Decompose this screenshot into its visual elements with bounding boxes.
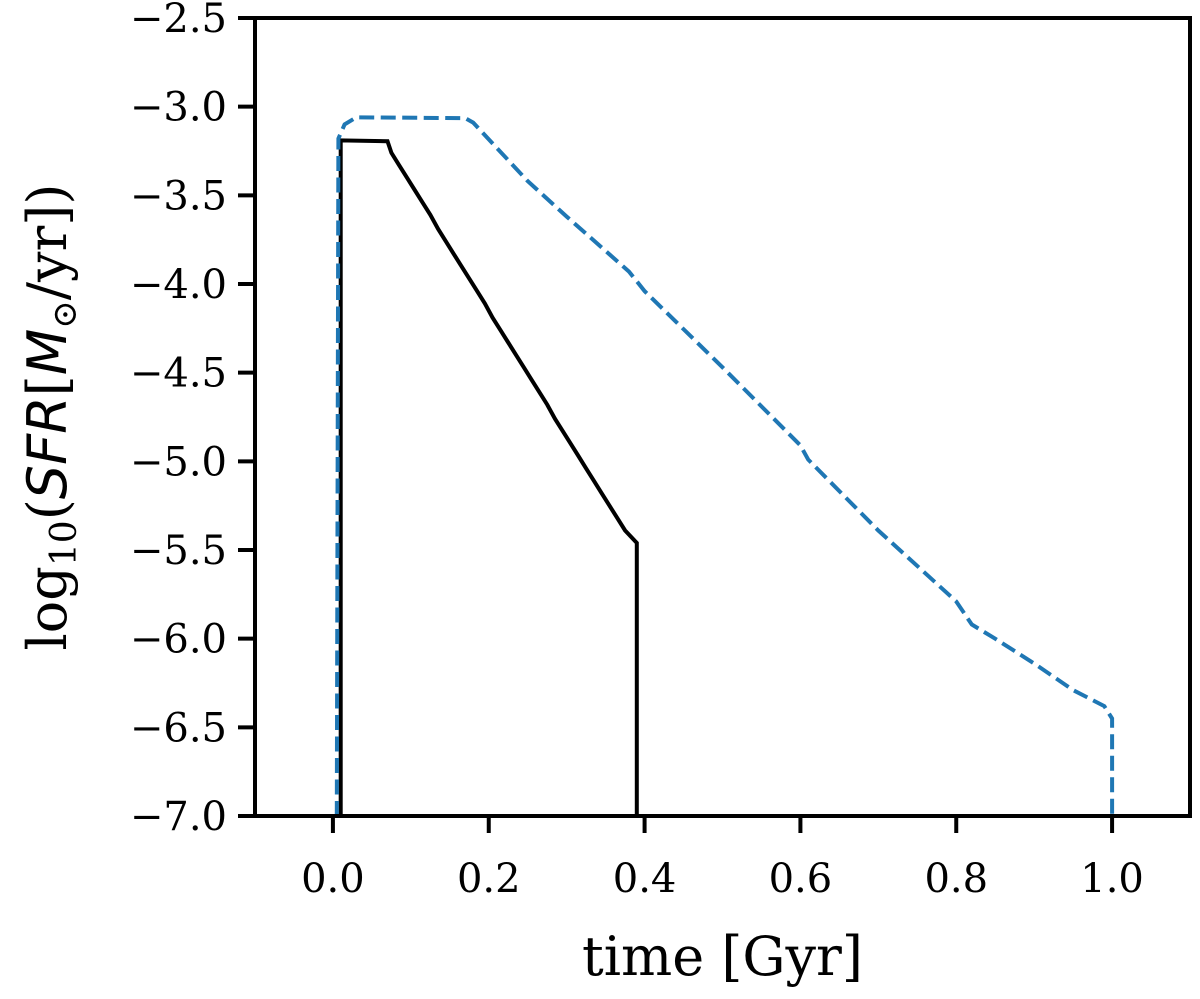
series-line-step bbox=[338, 138, 639, 816]
y-axis-label-unit-rest: /yr bbox=[16, 225, 79, 300]
y-tick-label: −3.5 bbox=[130, 173, 227, 219]
x-tick-label: 0.2 bbox=[457, 856, 521, 902]
y-axis-label-bracket-close: ] bbox=[16, 205, 79, 226]
x-tick-label: 0.8 bbox=[924, 856, 988, 902]
plot-frame bbox=[253, 16, 1192, 818]
y-tick-label: −6.5 bbox=[130, 705, 227, 751]
x-tick-label: 0.4 bbox=[613, 856, 677, 902]
y-axis-label-quantity: SFR bbox=[16, 396, 79, 499]
y-axis-label-close: ) bbox=[16, 184, 79, 205]
y-axis-label-open: ( bbox=[16, 499, 79, 520]
series-layer bbox=[334, 115, 1115, 817]
x-axis-label: time [Gyr] bbox=[582, 925, 863, 988]
y-axis-label-mass: M bbox=[16, 329, 79, 376]
y-tick-label: −6.0 bbox=[130, 617, 227, 663]
y-tick-label: −5.5 bbox=[130, 528, 227, 574]
y-tick-label: −7.0 bbox=[130, 794, 227, 840]
y-tick-label: −4.0 bbox=[130, 262, 227, 308]
y-axis-label-subscript: 10 bbox=[44, 520, 85, 566]
y-axis-label: log10(SFR[M⊙/yr]) bbox=[16, 184, 85, 651]
y-tick-label: −4.5 bbox=[130, 351, 227, 397]
x-tick-label: 1.0 bbox=[1080, 856, 1144, 902]
y-tick-label: −3.0 bbox=[130, 85, 227, 131]
ticks-layer: 0.0 0.2 0.4 0.6 0.8 1.0 −7.0 −6.5 −6.0 −5.5 −5.0 −4… bbox=[130, 0, 1144, 902]
series-line-dashed bbox=[334, 115, 1115, 817]
y-tick-label: −2.5 bbox=[130, 0, 227, 42]
y-tick-label: −5.0 bbox=[130, 439, 227, 485]
y-axis-label-prefix: log bbox=[16, 566, 79, 650]
x-tick-label: 0.6 bbox=[769, 856, 833, 902]
y-axis-label-sun-symbol: ⊙ bbox=[45, 300, 85, 329]
x-tick-label: 0.0 bbox=[301, 856, 365, 902]
y-axis-label-bracket-open: [ bbox=[16, 375, 79, 396]
